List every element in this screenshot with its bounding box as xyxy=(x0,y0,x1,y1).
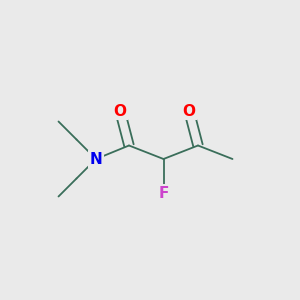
Text: N: N xyxy=(90,152,102,166)
Text: O: O xyxy=(182,103,196,118)
Text: O: O xyxy=(113,103,127,118)
Text: F: F xyxy=(158,186,169,201)
